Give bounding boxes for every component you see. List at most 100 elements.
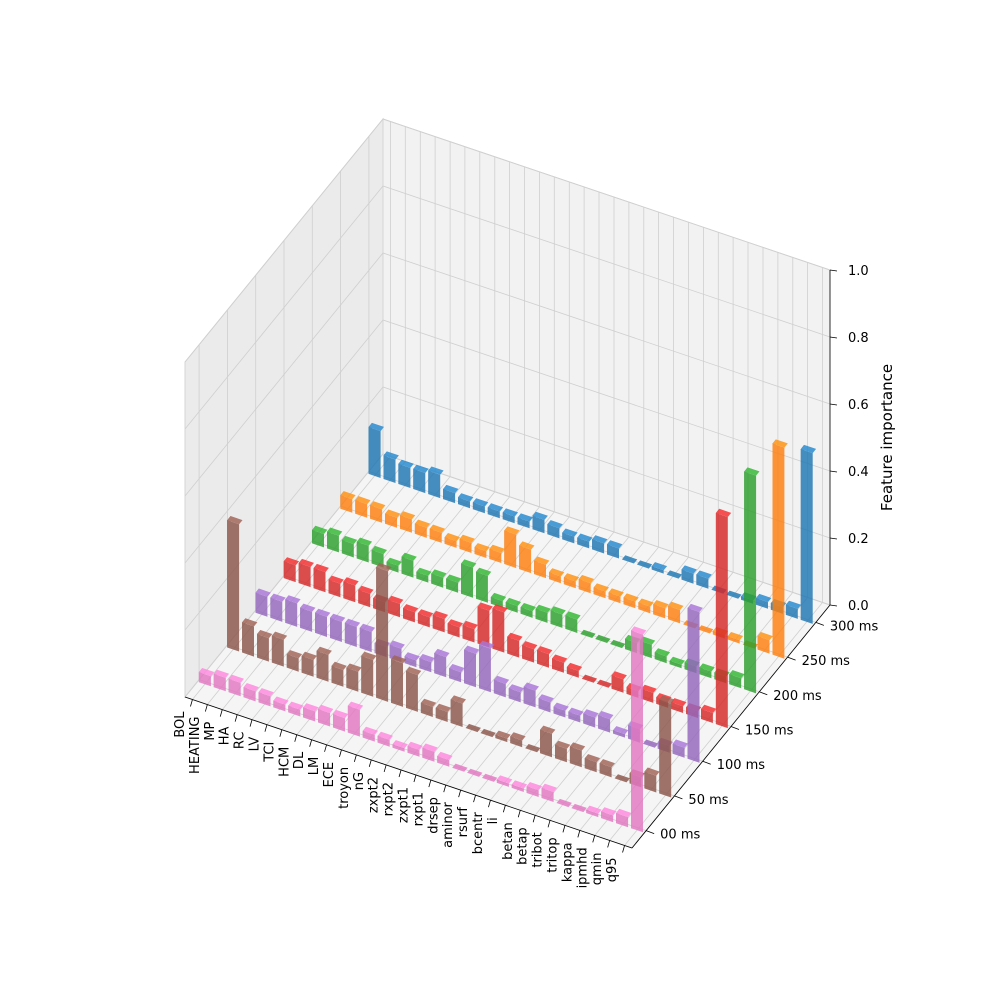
bar [727, 632, 744, 644]
bar-front [729, 674, 742, 689]
bar [428, 466, 444, 499]
x-tick-label: rxpt2 [382, 782, 397, 816]
bar-top [462, 620, 478, 630]
bar-top [198, 668, 215, 677]
bar [757, 632, 773, 654]
bar-top [631, 626, 647, 635]
bar-top [492, 604, 508, 613]
x-tick [294, 734, 298, 742]
bar [361, 651, 377, 697]
bar [312, 525, 328, 548]
bar-front [672, 743, 685, 758]
bar-top [340, 491, 356, 500]
bar [340, 491, 356, 513]
x-tick [353, 754, 357, 762]
bar-front [800, 449, 813, 624]
bar-front [333, 714, 345, 732]
bar-top [388, 595, 404, 604]
bar [566, 662, 583, 678]
bar [377, 731, 393, 747]
bar [772, 439, 788, 659]
bar [535, 604, 551, 623]
bar-front [420, 702, 433, 717]
bar-front [330, 617, 342, 642]
bar-top [434, 648, 450, 658]
x-tick-label: HA [218, 726, 233, 745]
x-tick-label: HCM [277, 747, 292, 777]
x-tick [324, 744, 327, 752]
bar-top [487, 503, 504, 512]
bar-front [671, 702, 684, 713]
bar-base [571, 803, 587, 813]
x-tick [532, 815, 536, 823]
bar [431, 569, 447, 588]
bar [616, 808, 632, 828]
bar-front [541, 787, 554, 802]
bar [413, 464, 429, 494]
bar [480, 728, 496, 738]
bar-top [504, 526, 520, 535]
bar-front [328, 579, 341, 598]
x-tick-label: tritop [546, 837, 561, 872]
bar [593, 583, 609, 599]
bar-top [385, 509, 401, 518]
z-tick [829, 470, 838, 473]
bar-top [301, 651, 317, 660]
bar-top [316, 646, 332, 655]
bar [547, 520, 563, 539]
z-tick-label: 0.6 [848, 398, 869, 413]
bar [283, 557, 300, 583]
x-tick [488, 800, 491, 808]
bar-top [328, 575, 344, 584]
bar [563, 573, 580, 589]
bar-base [621, 555, 638, 564]
bar [687, 603, 703, 763]
bar-front [301, 655, 314, 677]
bar [331, 661, 347, 687]
bar-front [550, 610, 563, 628]
x-tick-label: li [486, 817, 501, 824]
bar-top [355, 496, 371, 505]
bar-top [479, 640, 495, 649]
bar [537, 646, 553, 668]
bar-top [639, 636, 656, 645]
bar [654, 648, 671, 664]
bar [569, 742, 586, 768]
bar-top [227, 516, 243, 525]
bar-top [508, 684, 525, 693]
bar-front [341, 540, 354, 558]
bar-front [450, 699, 463, 727]
y-tick [787, 656, 796, 661]
bar-front [607, 544, 619, 559]
y-tick [702, 760, 711, 765]
bar-top [368, 422, 384, 432]
bar [356, 537, 373, 563]
bar-front [227, 520, 240, 652]
bar [401, 552, 417, 578]
bar-top [315, 608, 331, 617]
bar [586, 805, 602, 818]
bar-front [288, 705, 301, 717]
y-tick [730, 726, 740, 730]
bar-front [577, 537, 590, 549]
bar-front [385, 513, 397, 528]
bar [429, 524, 446, 543]
bar-top [511, 780, 528, 789]
x-tick-label: RC [233, 732, 248, 749]
bar [406, 666, 422, 712]
bar-front [611, 675, 624, 693]
bar-top [715, 508, 732, 517]
bar [565, 611, 581, 633]
bar-top [756, 593, 772, 603]
bar [482, 773, 498, 782]
bar-front [549, 572, 561, 584]
bar [437, 751, 453, 767]
bar [343, 577, 359, 603]
bar-top [699, 663, 715, 672]
bar-top [376, 563, 392, 572]
bar [549, 568, 565, 584]
bar-base [610, 639, 626, 649]
bar-top [458, 493, 474, 502]
bar-front [696, 574, 709, 589]
bar-front [547, 524, 560, 539]
